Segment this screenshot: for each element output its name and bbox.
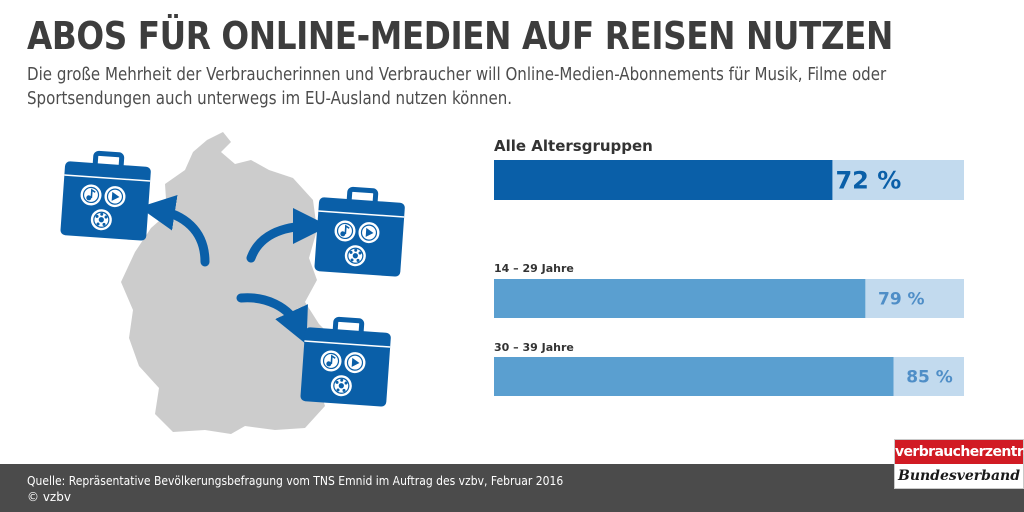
data-label: 79 % <box>878 290 925 310</box>
logo-wordmark: verbraucherzentrale <box>895 440 1024 464</box>
footer-bar <box>0 464 1024 512</box>
football-icon <box>90 209 112 231</box>
page-title: ABOS FÜR ONLINE-MEDIEN AUF REISEN NUTZEN <box>27 14 893 58</box>
suitcase-seam <box>318 210 405 218</box>
bar <box>494 357 894 396</box>
suitcase-seam <box>64 174 151 182</box>
suitcase-icon-3 <box>300 316 391 407</box>
source-note: Quelle: Repräsentative Bevölkerungsbefra… <box>27 474 564 488</box>
category-label: 30 – 39 Jahre <box>494 341 574 354</box>
arrow-icon-2 <box>246 208 329 263</box>
category-label: 14 – 29 Jahre <box>494 262 574 275</box>
copyright-note: © vzbv <box>27 490 71 504</box>
play-icon <box>104 186 126 208</box>
suitcase-icon-1 <box>60 150 151 241</box>
data-label: 72 % <box>835 167 901 195</box>
arrow-icon-1 <box>139 194 210 267</box>
suitcase-seam <box>304 340 391 348</box>
brand-logo: verbraucherzentrale Bundesverband <box>894 439 1024 489</box>
logo-subline: Bundesverband <box>897 468 1020 484</box>
germany-map-illustration <box>60 132 405 434</box>
page-subtitle: Die große Mehrheit der Verbraucherinnen … <box>27 65 887 109</box>
data-label: 85 % <box>906 368 953 388</box>
play-icon <box>358 222 380 244</box>
arrow-icon-3 <box>236 293 308 345</box>
football-icon <box>344 245 366 267</box>
play-icon <box>344 352 366 374</box>
music-note-icon <box>320 350 342 372</box>
bar <box>494 160 833 200</box>
category-label: Alle Altersgruppen <box>494 137 653 155</box>
bar <box>494 279 866 318</box>
music-note-icon <box>334 220 356 242</box>
music-note-icon <box>80 184 102 206</box>
suitcase-icon-2 <box>314 186 405 277</box>
bar-chart: Alle Altersgruppen 72 % 14 – 29 Jahre 79 % 3… <box>494 137 964 396</box>
germany-map-shape <box>121 132 353 434</box>
football-icon <box>330 375 352 397</box>
